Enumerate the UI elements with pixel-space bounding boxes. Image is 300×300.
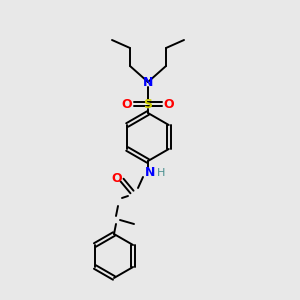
Text: O: O — [112, 172, 122, 184]
Text: N: N — [143, 76, 153, 88]
Text: S: S — [143, 98, 152, 110]
Text: N: N — [145, 167, 155, 179]
Text: H: H — [157, 168, 165, 178]
Text: O: O — [164, 98, 174, 110]
Text: O: O — [122, 98, 132, 110]
